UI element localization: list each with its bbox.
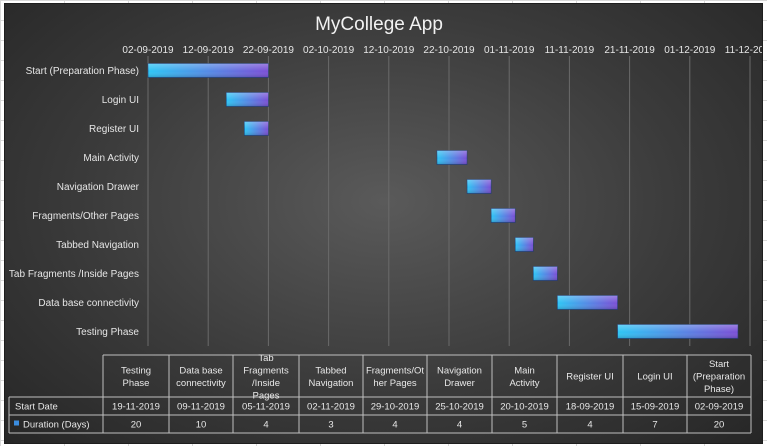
x-tick-label: 01-12-2019 — [664, 45, 716, 56]
table-cell: 10 — [196, 420, 207, 431]
table-header-cell: Register UI — [566, 372, 614, 383]
x-tick-label: 11-12-2019 — [725, 45, 762, 56]
table-header-cell: Data base connectivity — [176, 365, 226, 389]
data-table: Testing Phase Data base connectivity Tab Frag… — [8, 353, 752, 434]
table-cell: 5 — [522, 420, 527, 431]
table-header-cell: Tab Fragments/Inside Pages — [243, 353, 289, 402]
table-cell: 20-10-2019 — [500, 402, 549, 413]
table-cell: 18-09-2019 — [566, 402, 615, 413]
table-header-cell: Navigation Drawer — [437, 365, 482, 389]
category-label: Navigation Drawer — [57, 182, 140, 193]
duration-bar-highlight — [436, 150, 468, 165]
x-tick-label: 22-10-2019 — [423, 45, 475, 56]
category-label: Start (Preparation Phase) — [26, 66, 139, 77]
duration-bar-highlight — [617, 324, 738, 339]
table-header-cell: Main Activity — [509, 365, 539, 389]
duration-bar-highlight — [148, 63, 269, 78]
duration-bar-highlight — [226, 92, 269, 107]
table-cell: 02-11-2019 — [307, 402, 355, 413]
table-cell: 4 — [392, 420, 397, 431]
x-tick-label: 12-10-2019 — [363, 45, 415, 56]
x-tick-label: 11-11-2019 — [545, 45, 595, 56]
table-header-cell: Tabbed Navigation — [309, 365, 354, 389]
table-cell: 25-10-2019 — [435, 402, 484, 413]
category-label: Tab Fragments /Inside Pages — [9, 269, 139, 280]
table-row-label: Duration (Days) — [23, 420, 90, 431]
table-header-cell: Start (Preparation Phase) — [693, 359, 745, 395]
x-tick-label: 12-09-2019 — [183, 45, 235, 56]
category-label: Data base connectivity — [38, 298, 139, 309]
table-cell: 02-09-2019 — [695, 402, 744, 413]
table-cell: 29-10-2019 — [371, 402, 420, 413]
duration-bar-highlight — [533, 266, 558, 281]
table-cell: 4 — [587, 420, 592, 431]
table-cell: 20 — [714, 420, 725, 431]
gantt-chart[interactable]: MyCollege App 02-09-2019 12-09-2019 22-09-… — [4, 3, 763, 444]
category-label: Register UI — [89, 124, 139, 135]
legend-marker-icon — [14, 420, 19, 426]
table-cell: 20 — [131, 420, 142, 431]
table-cell: 4 — [457, 420, 462, 431]
duration-bar-highlight — [515, 237, 534, 252]
duration-bar-highlight — [557, 295, 618, 310]
bars — [147, 63, 739, 339]
table-cell: 19-11-2019 — [112, 402, 160, 413]
table-header-cell: Fragments/Ot her Pages — [366, 365, 424, 389]
table-cell: 3 — [328, 420, 333, 431]
table-cell: 15-09-2019 — [631, 402, 680, 413]
category-label: Fragments/Other Pages — [32, 211, 139, 222]
table-row-label: Start Date — [15, 402, 58, 413]
x-tick-label: 22-09-2019 — [243, 45, 295, 56]
x-axis-ticks: 02-09-2019 12-09-2019 22-09-2019 02-10-2019… — [122, 45, 762, 56]
x-tick-label: 02-09-2019 — [122, 45, 174, 56]
x-tick-label: 01-11-2019 — [484, 45, 535, 56]
duration-bar-highlight — [244, 121, 269, 136]
table-cell: 09-11-2019 — [177, 402, 225, 413]
x-tick-label: 02-10-2019 — [303, 45, 355, 56]
table-header-cell: Testing Phase — [121, 365, 151, 389]
x-tick-label: 21-11-2019 — [604, 45, 655, 56]
category-label: Testing Phase — [76, 327, 139, 338]
category-label: Tabbed Navigation — [56, 240, 139, 251]
chart-title: MyCollege App — [315, 14, 443, 35]
category-label: Login UI — [102, 95, 139, 106]
gantt-chart-svg: MyCollege App 02-09-2019 12-09-2019 22-09-… — [8, 14, 762, 434]
duration-bar-highlight — [467, 179, 492, 194]
table-cell: 05-11-2019 — [242, 402, 290, 413]
category-label: Main Activity — [83, 153, 139, 164]
table-header-cell: Login UI — [637, 372, 672, 383]
table-cell: 4 — [263, 420, 268, 431]
duration-bar-highlight — [491, 208, 516, 223]
y-axis-categories: Start (Preparation Phase) Login UI Registe… — [9, 66, 140, 338]
table-cell: 7 — [652, 420, 657, 431]
